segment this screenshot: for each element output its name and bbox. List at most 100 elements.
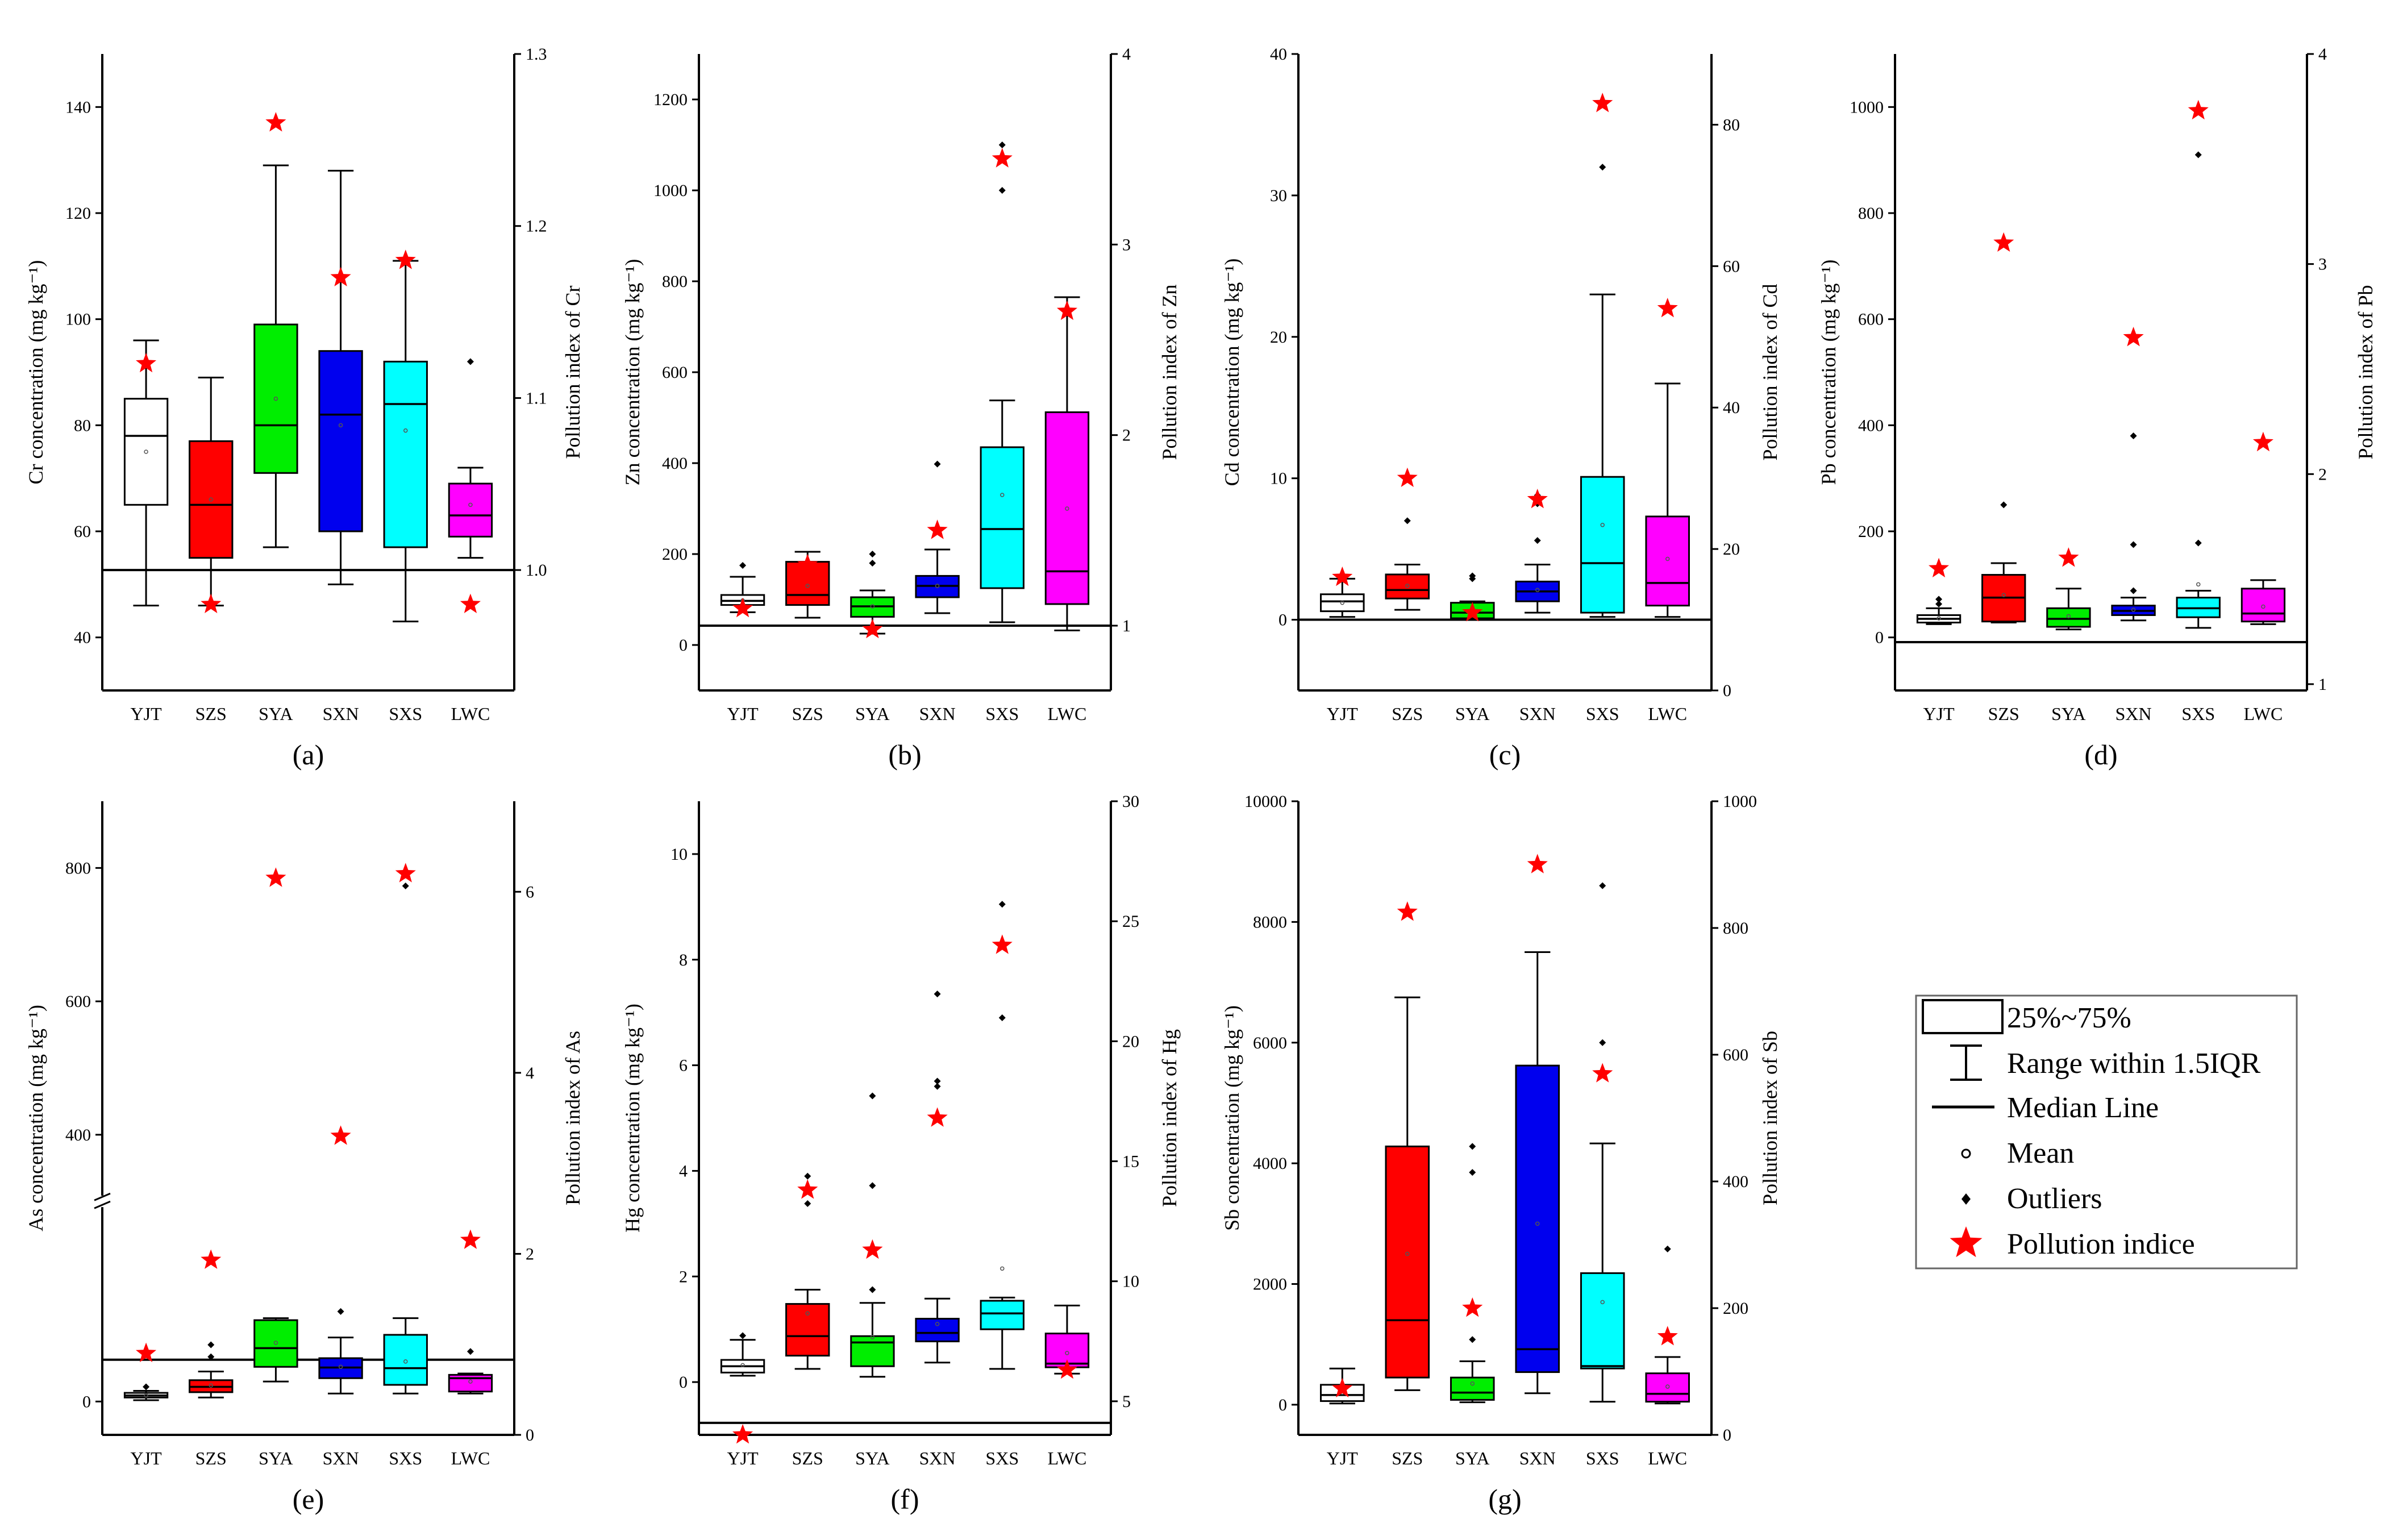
panel-cr: 40 60 80 100 120 140 1.0 1.1 1.2 1.3 YJT SZS SYA SXN S… [24,45,584,771]
iqr-box [980,446,1024,589]
y2-tick-label: 1.1 [526,389,547,407]
pollution-index-star [395,863,416,883]
box-lwc [448,358,493,613]
iqr-box [1044,411,1090,605]
pollution-index-star [1993,232,2014,252]
mean-marker [1535,588,1540,593]
axis-break-mark [94,1192,111,1201]
category-label: YJT [727,704,759,724]
box-yjt [1319,1367,1365,1405]
category-label: SZS [195,704,227,724]
y2-tick-label: 4 [1122,45,1131,64]
outlier-point [2194,151,2202,159]
y-tick-label: 10 [670,845,688,864]
panel-label: (d) [2084,739,2117,771]
outlier-point [1664,1245,1671,1252]
iqr-box [785,1303,830,1357]
y-tick-label: 800 [1858,204,1884,223]
mean-marker [740,1363,745,1368]
y-tick-label: 6 [679,1056,688,1075]
y-tick-label: 400 [65,1126,91,1144]
category-label: YJT [1923,704,1955,724]
outlier-point [739,562,747,569]
y2-tick-label: 1 [2318,675,2327,694]
box-szs [189,1249,234,1399]
mean-marker [209,497,213,502]
box-lwc [1044,296,1090,631]
iqr-box [980,1300,1024,1330]
iqr-box [1319,593,1365,613]
legend-outliers-label: Outliers [2007,1183,2102,1215]
legend: 25%~75% Range within 1.5IQR Median Line … [1915,994,2298,1270]
y-tick-label: 2 [679,1267,688,1286]
pollution-index-star [330,1125,351,1145]
y-tick-label: 6000 [1253,1034,1287,1052]
y-tick-label: 4000 [1253,1154,1287,1173]
y2-tick-label: 2 [2318,465,2327,484]
outlier-point [934,1083,941,1090]
outlier-point [143,1383,150,1391]
mean-marker [403,1359,408,1364]
y-tick-label: 140 [65,98,91,116]
category-label: SXN [919,1448,956,1468]
y-tick-label: 0 [679,1373,688,1392]
category-label: YJT [131,704,163,724]
pollution-index-star [1657,1326,1678,1346]
iqr-box [1580,1272,1625,1370]
y2-tick-label: 4 [2318,45,2327,64]
y-tick-label: 10 [1270,469,1287,488]
box-lwc [1044,1304,1090,1379]
category-label: SXN [919,704,956,724]
mean-marker [2131,607,2136,612]
pollution-index-star [330,267,351,286]
y-tick-label: 600 [1858,310,1884,329]
box-sxs [2176,99,2221,629]
mean-marker [870,604,875,609]
outlier-point [934,460,941,468]
y-tick-label: 0 [1875,629,1884,647]
y-tick-label: 200 [662,545,688,564]
y2-tick-label: 600 [1723,1046,1748,1064]
panel-label: (g) [1488,1483,1521,1515]
legend-outlier-swatch [1961,1193,1971,1205]
outlier-point [1469,1143,1476,1150]
panel-label: (e) [293,1483,324,1515]
y2-axis-title: Pollution index of Cr [561,285,584,459]
outlier-point [804,1200,811,1208]
outlier-point [869,551,876,557]
pollution-index-star [1592,1063,1613,1083]
category-label: SXS [1586,1448,1619,1468]
outlier-point [2130,541,2137,548]
category-label: LWC [1648,1448,1687,1468]
y-tick-label: 8 [679,951,688,969]
box-sxs [383,249,428,623]
iqr-box [1580,476,1625,614]
mean-marker [2261,604,2265,609]
pollution-index-star [732,597,753,618]
panel-label: (c) [1489,739,1521,771]
y2-tick-label: 20 [1122,1032,1139,1051]
y-axis-title: Hg concentration (mg kg⁻¹) [621,1004,644,1233]
mean-marker [144,1393,148,1398]
y-tick-label: 400 [1858,416,1884,435]
pollution-index-star [265,112,286,132]
y-tick-label: 4 [679,1162,688,1180]
category-label: SXN [323,704,359,724]
legend-range-label: Range within 1.5IQR [2007,1047,2261,1080]
pollution-index-star [1056,300,1077,321]
box-sxs [980,901,1024,1370]
y2-tick-label: 3 [1122,235,1131,254]
y2-tick-label: 6 [526,883,534,901]
box-sxn [318,169,363,585]
outlier-point [804,1172,811,1180]
y-tick-label: 40 [74,629,91,647]
mean-marker [1065,506,1069,511]
outlier-point [1599,882,1606,889]
outlier-point [337,1308,344,1315]
pollution-index-star [862,618,883,639]
category-label: SZS [792,1448,823,1468]
y2-tick-label: 20 [1723,540,1740,559]
outlier-point [1935,600,1943,607]
mean-marker [403,428,408,433]
mean-marker [2066,614,2071,619]
